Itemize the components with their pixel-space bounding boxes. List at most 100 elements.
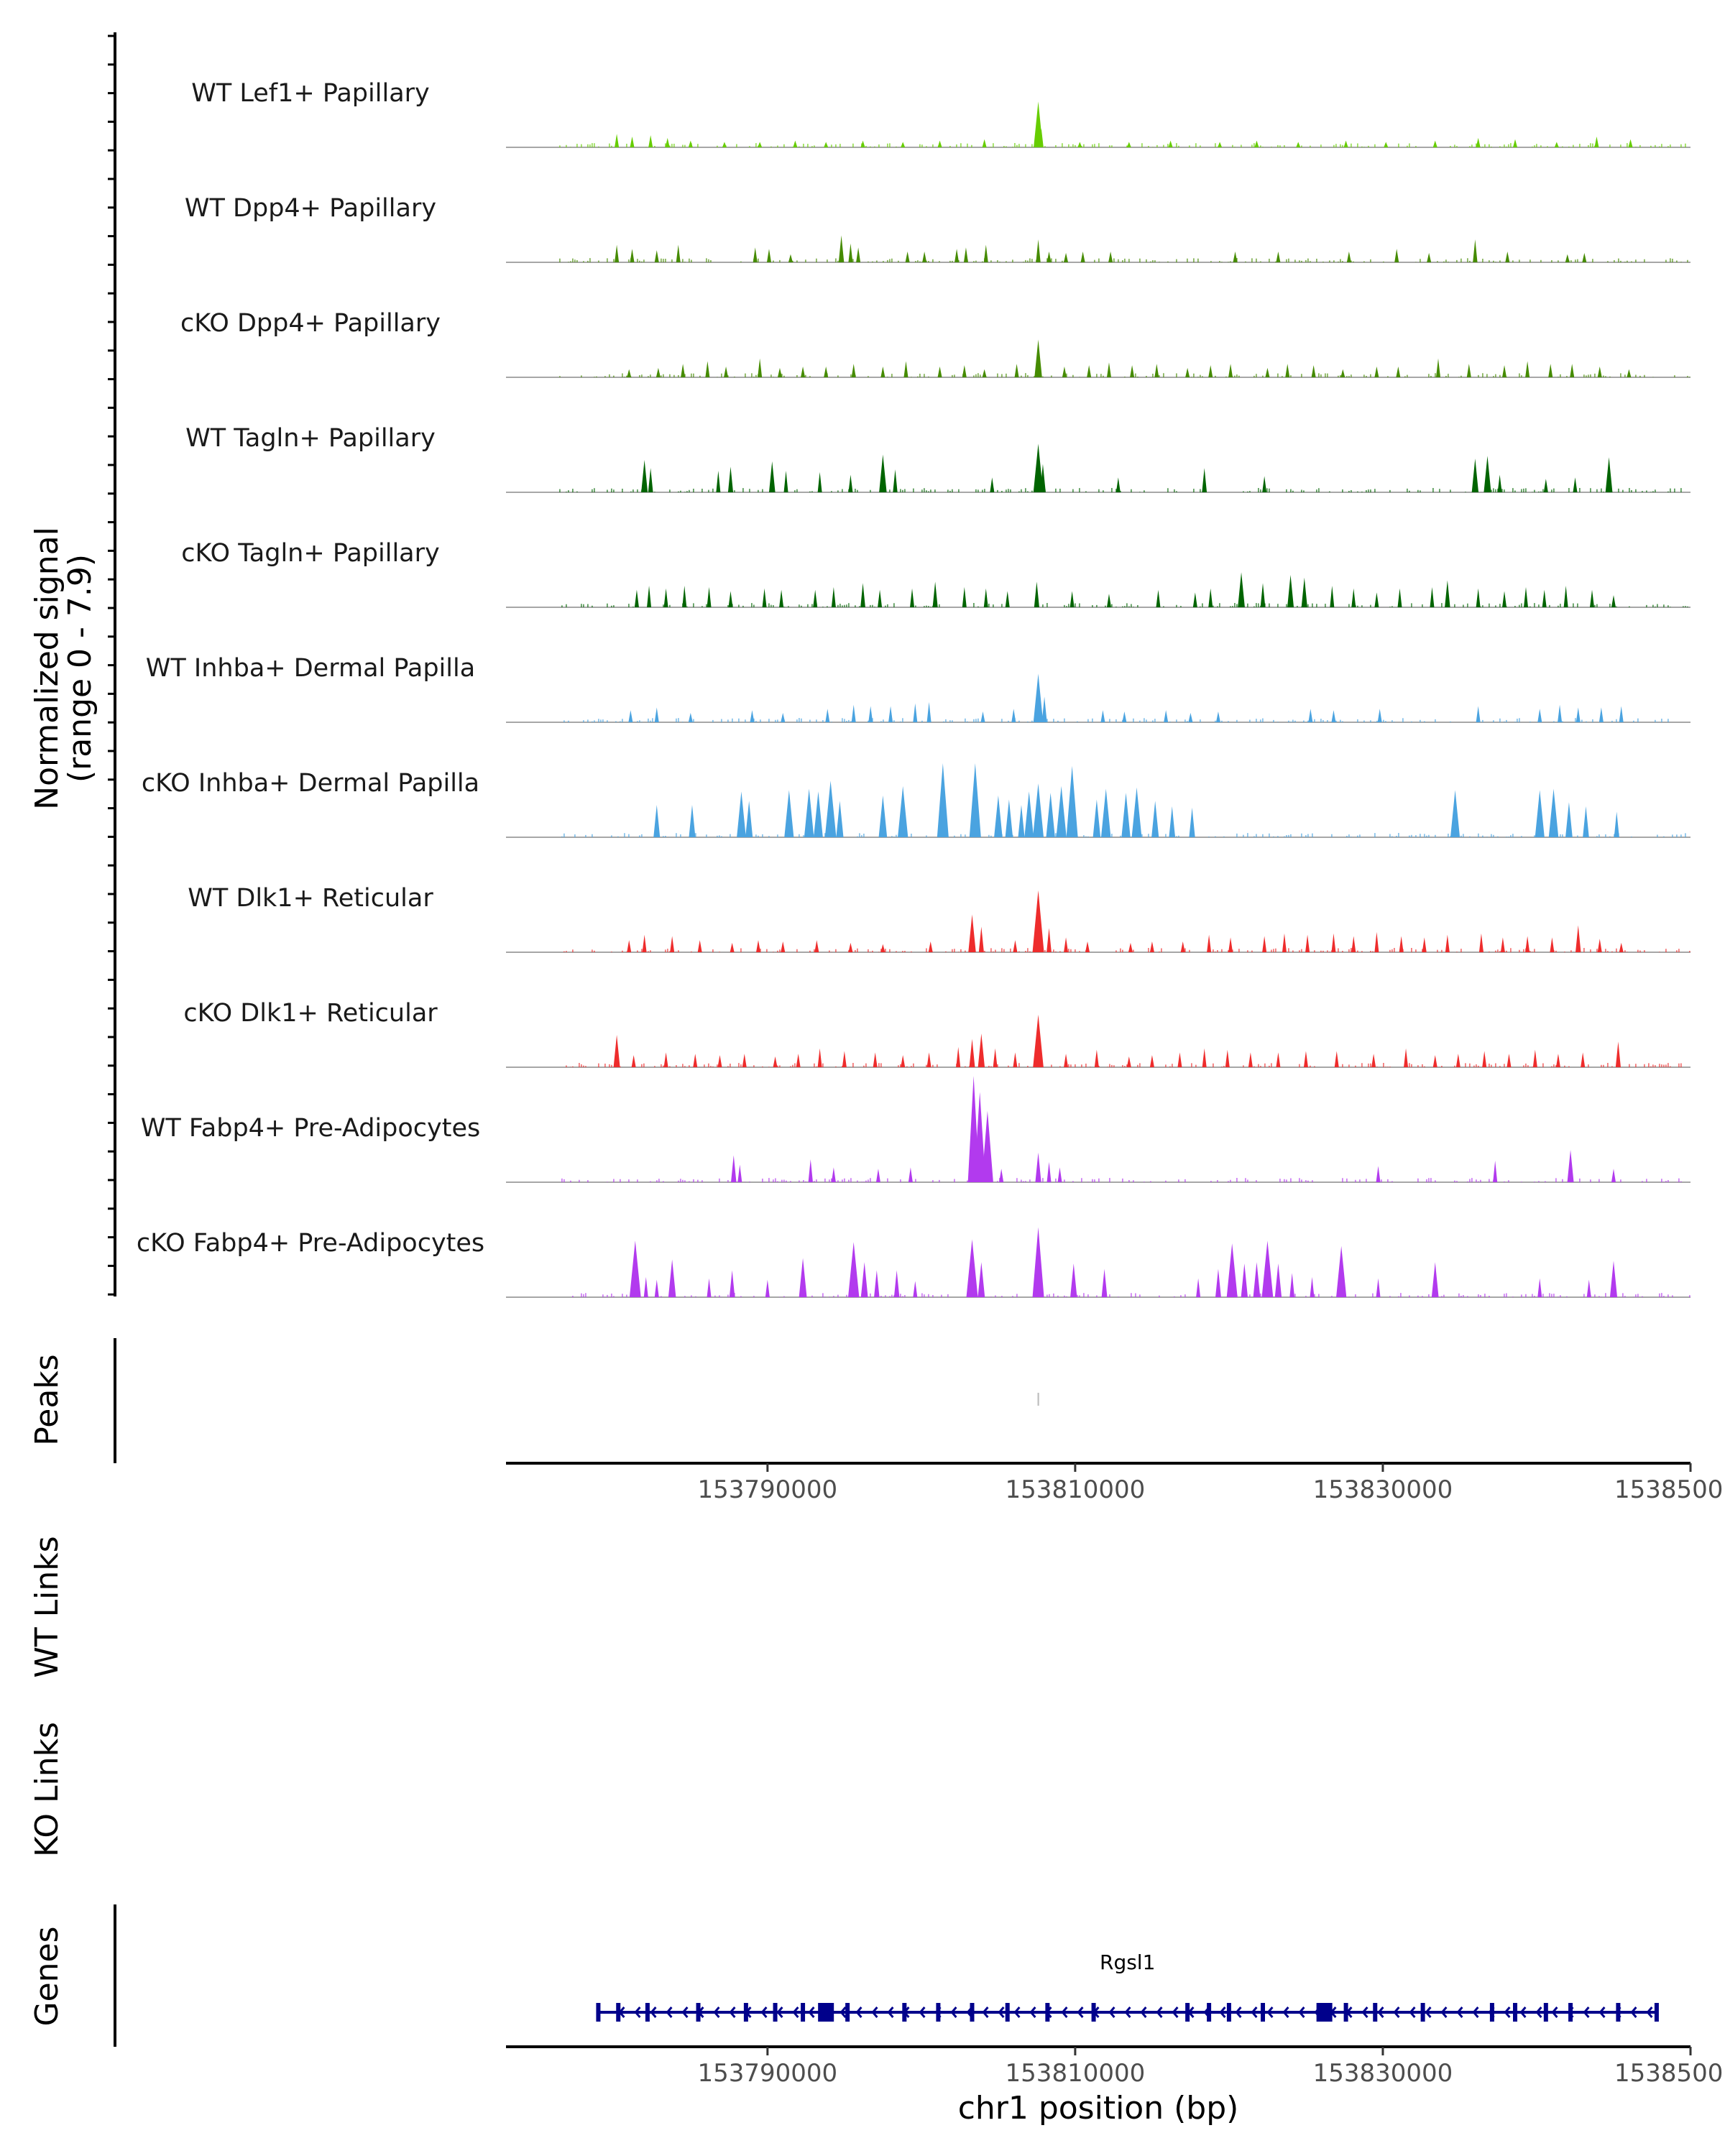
strand-arrow-icon xyxy=(1409,2007,1416,2018)
signal-peak xyxy=(1476,706,1481,722)
strand-arrow-icon xyxy=(745,2007,752,2018)
signal-peak xyxy=(1376,1278,1381,1297)
signal-peak xyxy=(793,140,798,147)
signal-peak xyxy=(879,454,887,492)
signal-peak xyxy=(981,1110,993,1182)
signal-peak xyxy=(1100,788,1111,837)
signal-peak xyxy=(728,591,733,607)
signal-peak xyxy=(1248,1052,1253,1067)
signal-peak xyxy=(1169,806,1176,837)
signal-peak xyxy=(893,1270,900,1297)
signal-peak xyxy=(893,469,898,492)
signal-peak xyxy=(1471,459,1479,492)
signal-peak xyxy=(1619,942,1624,952)
signal-peak xyxy=(878,589,883,607)
signal-peak xyxy=(814,791,823,837)
signal-peak xyxy=(926,1052,932,1067)
signal-peak xyxy=(1036,239,1041,262)
signal-peak xyxy=(1311,365,1316,377)
signal-peak xyxy=(1066,765,1078,837)
wt-links-panel: WT Links xyxy=(29,1536,65,1677)
strand-arrow-icon xyxy=(1598,2007,1606,2018)
strand-arrow-icon xyxy=(998,2007,1005,2018)
strand-arrow-icon xyxy=(1630,2007,1637,2018)
signal-peak xyxy=(983,244,988,262)
coverage-track: WT Tagln+ Papillary xyxy=(185,424,1690,493)
signal-peak xyxy=(643,1276,648,1297)
signal-peak xyxy=(1301,577,1307,607)
signal-peak xyxy=(1506,1054,1512,1067)
signal-peak xyxy=(1476,137,1481,147)
x-axis-title: chr1 position (bp) xyxy=(958,2090,1239,2127)
exon xyxy=(1226,2003,1231,2022)
signal-peak xyxy=(1330,586,1335,607)
signal-peak xyxy=(1550,937,1555,952)
signal-peak xyxy=(1218,142,1223,147)
signal-peak xyxy=(817,471,822,492)
background-signal xyxy=(559,143,1686,147)
signal-peak xyxy=(742,1054,747,1067)
exon xyxy=(1185,2003,1190,2022)
peak-region xyxy=(1037,1393,1039,1406)
track-label: WT Fabp4+ Pre-Adipocytes xyxy=(141,1114,480,1143)
exon xyxy=(1543,2003,1548,2022)
coverage-y-ticks xyxy=(108,34,115,1296)
strand-arrow-icon xyxy=(1646,2007,1653,2018)
signal-peak xyxy=(1151,801,1159,837)
signal-peak xyxy=(1371,1054,1376,1067)
signal-peak xyxy=(1108,252,1113,262)
signal-peak xyxy=(1374,367,1379,377)
signal-peak xyxy=(1034,581,1039,607)
signal-peak xyxy=(1033,1014,1044,1067)
strand-arrow-icon xyxy=(1551,2007,1558,2018)
signal-peak xyxy=(1116,477,1121,492)
signal-peak xyxy=(1396,367,1401,377)
signal-peak xyxy=(982,139,987,147)
signal-peak xyxy=(1525,361,1530,377)
signal-peak xyxy=(817,1048,822,1067)
signal-peak xyxy=(1233,252,1238,262)
signal-peak xyxy=(1532,1049,1537,1067)
strand-arrow-icon xyxy=(824,2007,831,2018)
signal-peak xyxy=(1432,1055,1438,1067)
signal-peak xyxy=(1262,476,1267,492)
track-label: cKO Tagln+ Papillary xyxy=(181,539,440,568)
signal-peak xyxy=(1018,805,1025,837)
signal-peak xyxy=(1611,595,1616,607)
signal-peak xyxy=(1177,1052,1182,1067)
signal-peak xyxy=(1431,1262,1439,1297)
signal-peak xyxy=(966,1239,978,1297)
signal-peak xyxy=(1032,890,1044,952)
signal-peak xyxy=(1605,457,1613,492)
signal-peak xyxy=(1478,933,1484,952)
signal-peak xyxy=(1614,811,1619,837)
coverage-tracks: WT Lef1+ Papillary WT Dpp4+ Papillary cKO … xyxy=(137,79,1690,1298)
signal-peak xyxy=(1238,572,1245,607)
track-label: cKO Dlk1+ Reticular xyxy=(183,999,438,1028)
strand-arrow-icon xyxy=(1061,2007,1068,2018)
signal-peak xyxy=(630,137,635,147)
background-signal xyxy=(561,603,1688,607)
signal-peak xyxy=(729,1270,735,1297)
signal-peak xyxy=(688,140,693,147)
signal-peak xyxy=(1581,1052,1586,1067)
signal-peak xyxy=(1101,1268,1108,1297)
signal-peak xyxy=(737,1164,742,1182)
signal-peak xyxy=(654,250,659,262)
signal-peak xyxy=(1265,367,1270,377)
exon xyxy=(1616,2003,1621,2022)
strand-arrow-icon xyxy=(1077,2007,1084,2018)
ko-links-panel: KO Links xyxy=(29,1722,65,1857)
signal-peak xyxy=(1384,142,1389,147)
signal-peak xyxy=(724,367,729,377)
strand-arrow-icon xyxy=(887,2007,894,2018)
signal-peak xyxy=(1228,937,1233,952)
signal-peak xyxy=(705,361,710,377)
strand-arrow-icon xyxy=(1346,2007,1353,2018)
signal-peak xyxy=(1005,591,1010,607)
signal-peak xyxy=(765,1279,770,1297)
signal-peak xyxy=(993,1048,998,1067)
strand-arrow-icon xyxy=(1124,2007,1131,2018)
signal-peak xyxy=(974,1092,986,1182)
genes-track-label: Genes xyxy=(29,1926,65,2026)
